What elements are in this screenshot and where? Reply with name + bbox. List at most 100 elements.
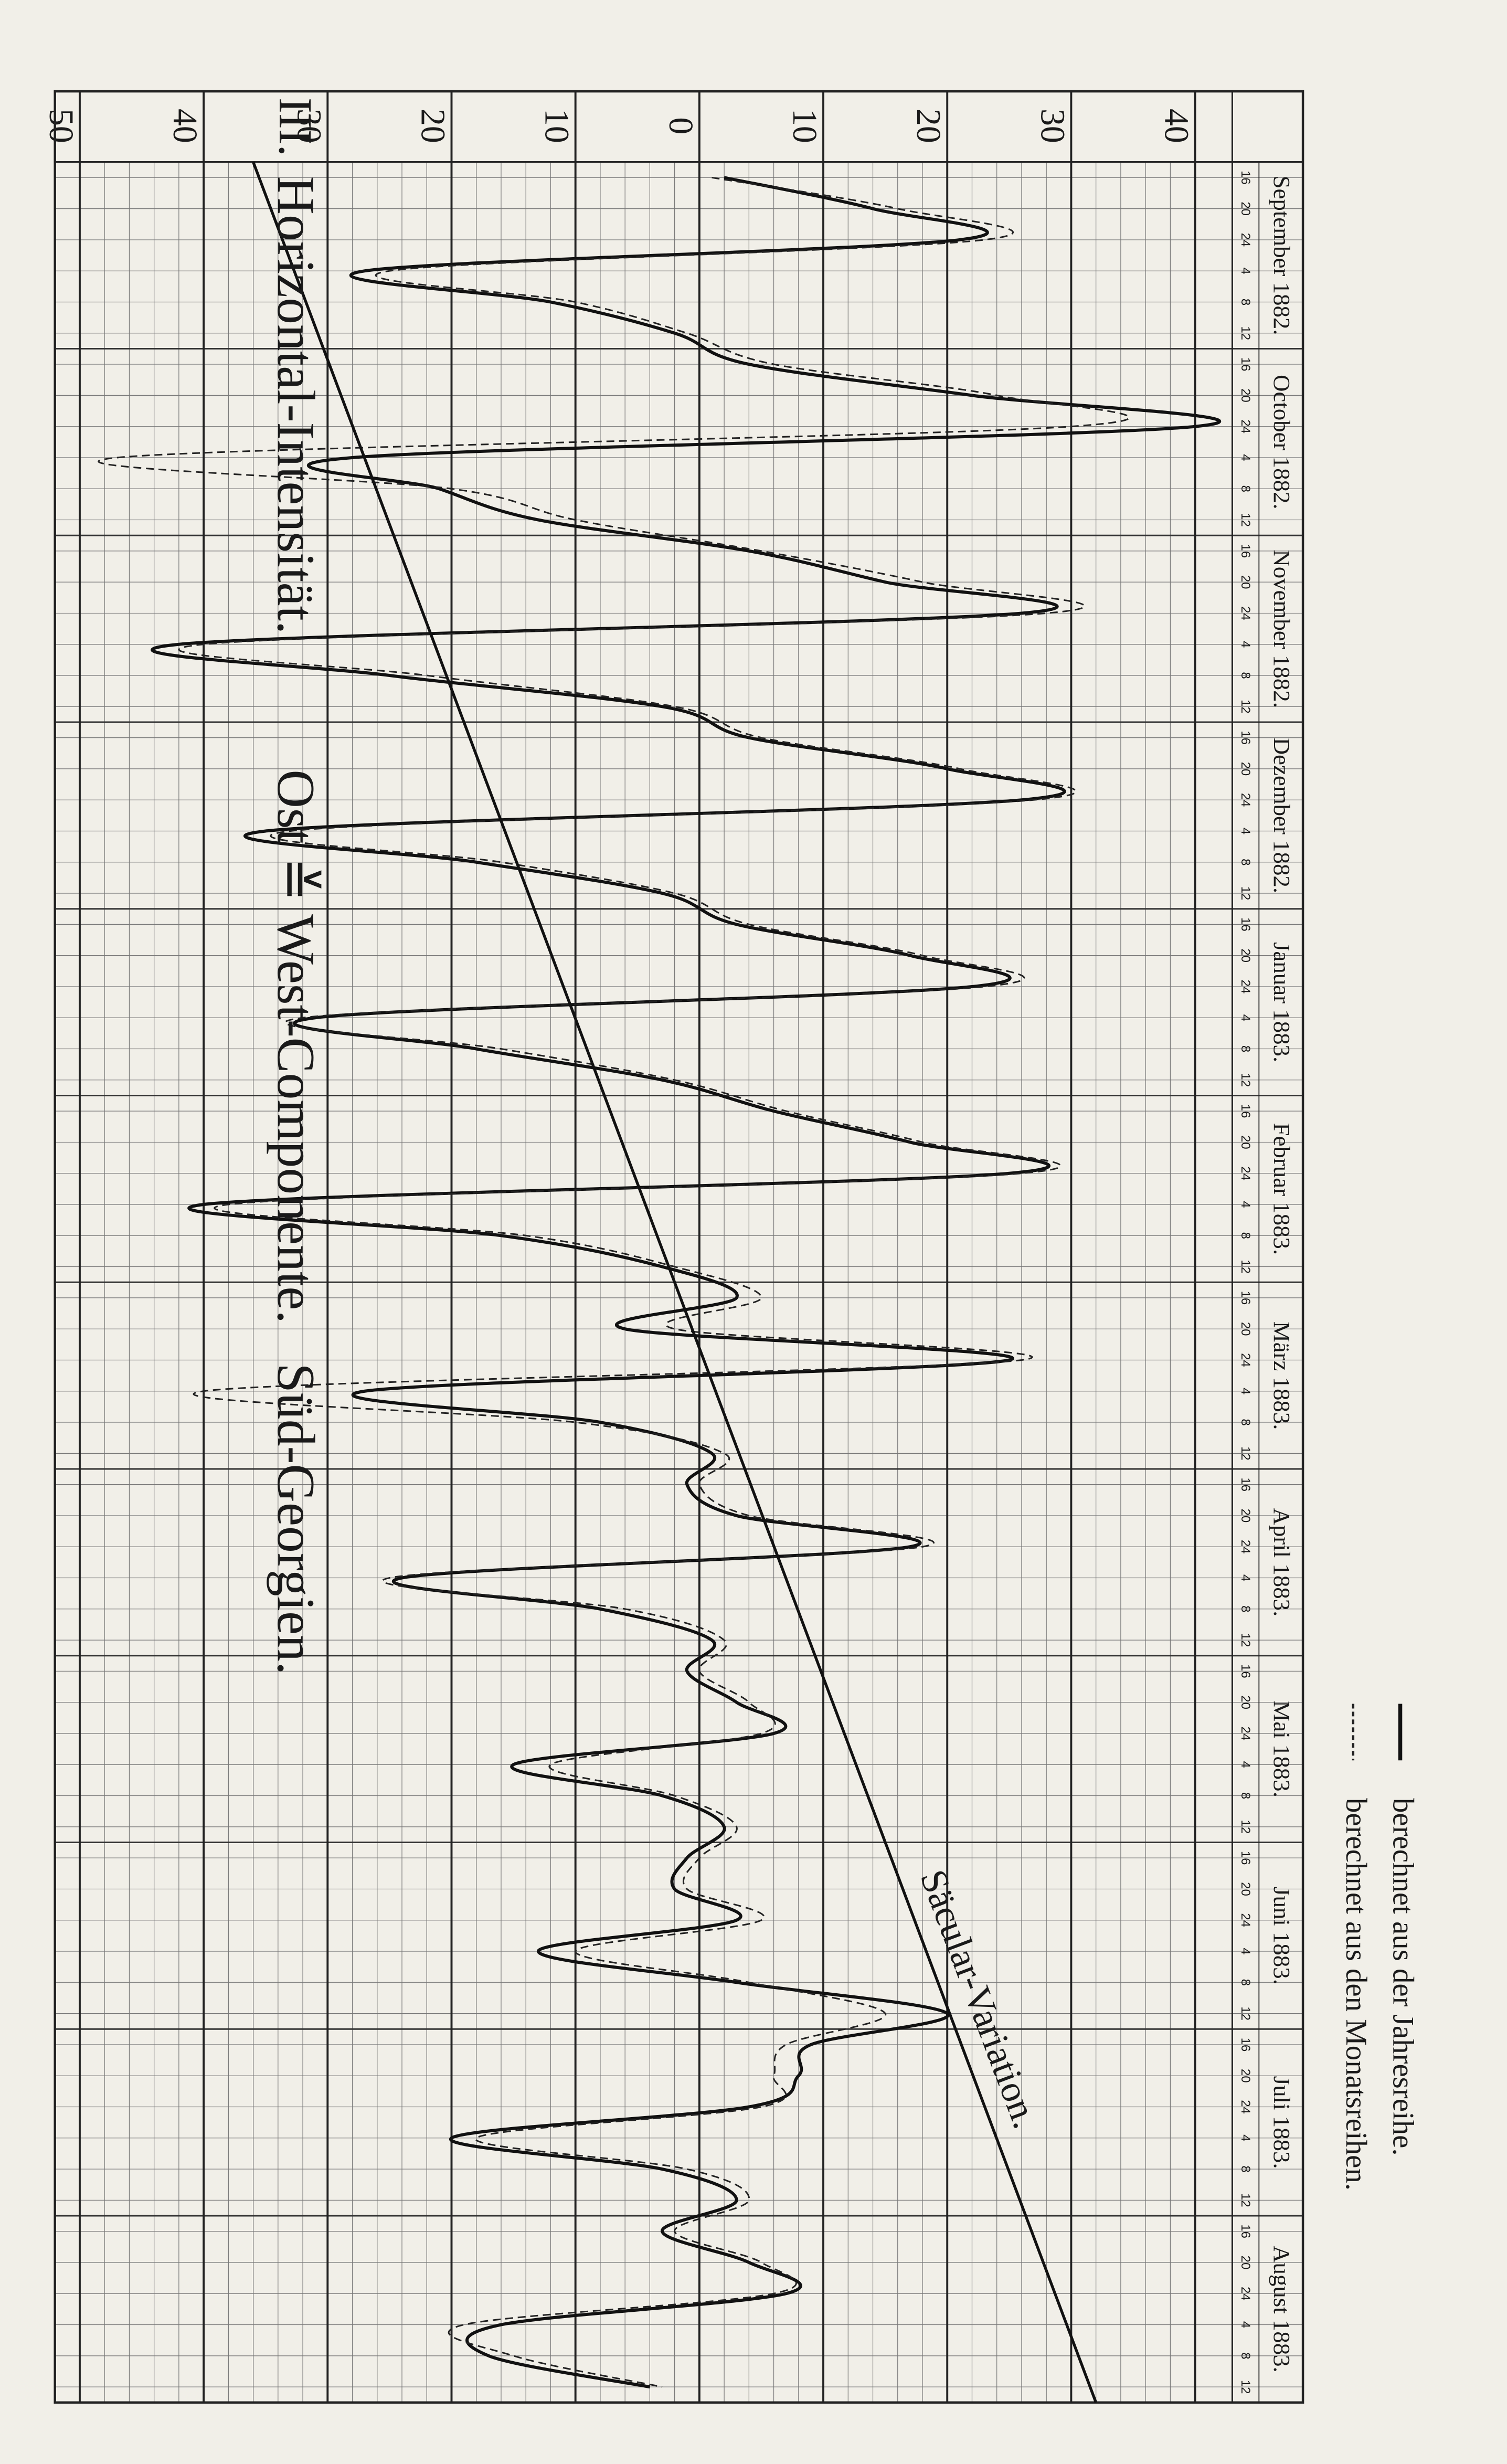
x-tick-label: 16 (1238, 544, 1253, 558)
x-tick-label: 4 (1238, 641, 1253, 648)
x-tick-label: 16 (1238, 2224, 1253, 2238)
x-tick-label: 24 (1238, 419, 1253, 433)
x-tick-label: 20 (1238, 1135, 1253, 1149)
legend-label: berechnet aus den Monatsreihen. (1340, 1798, 1373, 2191)
x-tick-label: 24 (1238, 793, 1253, 807)
x-tick-label: 4 (1238, 1388, 1253, 1394)
x-tick-label: 12 (1238, 2193, 1253, 2207)
x-tick-label: 24 (1238, 606, 1253, 620)
x-tick-label: 12 (1238, 1820, 1253, 1834)
x-tick-label: 8 (1238, 2165, 1253, 2172)
x-tick-label: 16 (1238, 731, 1253, 745)
x-tick-label: 24 (1238, 233, 1253, 247)
x-tick-label: 24 (1238, 2100, 1253, 2114)
y-tick-label: 0 (662, 117, 700, 134)
chart-title: Süd-Georgien. (266, 1363, 325, 1675)
x-tick-label: 20 (1238, 1322, 1253, 1336)
series-line (98, 176, 1130, 2388)
month-label: Dezember 1882. (1269, 738, 1295, 893)
x-tick-label: 20 (1238, 948, 1253, 963)
x-tick-label: 4 (1238, 1574, 1253, 1581)
month-label: April 1883. (1269, 1508, 1295, 1616)
x-tick-label: 8 (1238, 1419, 1253, 1425)
x-tick-label: 8 (1238, 672, 1253, 679)
x-tick-label: 4 (1238, 454, 1253, 461)
x-tick-label: 12 (1238, 1633, 1253, 1647)
x-tick-label: 20 (1238, 1882, 1253, 1896)
x-tick-label: 8 (1238, 1792, 1253, 1799)
month-label: Juni 1883. (1269, 1887, 1295, 1985)
x-tick-label: 16 (1238, 1477, 1253, 1492)
x-tick-label: 24 (1238, 1727, 1253, 1741)
x-tick-label: 12 (1238, 700, 1253, 714)
x-tick-label: 20 (1238, 762, 1253, 776)
chart-title: Horizontal-Intensität. (266, 176, 325, 634)
x-tick-label: 16 (1238, 1291, 1253, 1305)
x-tick-label: 16 (1238, 1664, 1253, 1678)
x-tick-label: 8 (1238, 859, 1253, 865)
x-tick-label: 8 (1238, 1979, 1253, 1986)
x-tick-label: 24 (1238, 1540, 1253, 1554)
y-tick-label: 20 (909, 109, 948, 143)
x-tick-label: 12 (1238, 1073, 1253, 1087)
x-tick-label: 16 (1238, 1104, 1253, 1118)
chart-title: Ost ≚ West-Componente. (266, 769, 325, 1323)
x-tick-label: 16 (1238, 2038, 1253, 2052)
x-tick-label: 8 (1238, 2352, 1253, 2359)
x-tick-label: 24 (1238, 1913, 1253, 1927)
y-tick-label: 20 (414, 109, 452, 143)
plot-frame (54, 90, 1304, 2404)
x-tick-label: 24 (1238, 1353, 1253, 1367)
x-tick-label: 12 (1238, 1260, 1253, 1274)
y-tick-label: 30 (290, 109, 328, 143)
x-tick-label: 8 (1238, 1605, 1253, 1612)
month-label: Januar 1883. (1269, 942, 1295, 1062)
x-tick-label: 20 (1238, 575, 1253, 589)
secular-line (252, 161, 1098, 2403)
x-tick-label: 12 (1238, 2006, 1253, 2021)
x-tick-label: 8 (1238, 299, 1253, 305)
y-tick-label: 10 (538, 109, 576, 143)
month-label: Juli 1883. (1269, 2076, 1295, 2169)
month-label: September 1882. (1269, 176, 1295, 335)
x-tick-label: 4 (1238, 1948, 1253, 1954)
chart-title: III. (269, 98, 321, 156)
series-line (151, 176, 1222, 2389)
x-tick-label: 20 (1238, 202, 1253, 216)
x-tick-label: 8 (1238, 1232, 1253, 1239)
x-tick-label: 16 (1238, 357, 1253, 372)
month-label: Mai 1883. (1269, 1700, 1295, 1797)
x-tick-label: 20 (1238, 2069, 1253, 2083)
legend-label: berechnet aus der Jahresreihe. (1387, 1798, 1420, 2156)
month-label: März 1883. (1269, 1321, 1295, 1430)
x-tick-label: 16 (1238, 917, 1253, 932)
month-label: Februar 1883. (1269, 1123, 1295, 1255)
y-tick-label: 40 (1158, 109, 1196, 143)
x-tick-label: 20 (1238, 1695, 1253, 1709)
month-label: October 1882. (1269, 375, 1295, 510)
x-tick-label: 4 (1238, 828, 1253, 834)
y-tick-label: 30 (1033, 109, 1071, 143)
x-tick-label: 12 (1238, 1446, 1253, 1461)
x-tick-label: 4 (1238, 1761, 1253, 1768)
x-tick-label: 12 (1238, 886, 1253, 901)
x-tick-label: 16 (1238, 171, 1253, 185)
month-label: August 1883. (1269, 2246, 1295, 2373)
x-tick-label: 20 (1238, 1509, 1253, 1523)
x-tick-label: 24 (1238, 2287, 1253, 2301)
x-tick-label: 24 (1238, 1166, 1253, 1180)
x-tick-label: 24 (1238, 980, 1253, 994)
x-tick-label: 4 (1238, 268, 1253, 274)
x-tick-label: 12 (1238, 2380, 1253, 2394)
x-tick-label: 20 (1238, 388, 1253, 403)
x-tick-label: 8 (1238, 485, 1253, 492)
x-tick-label: 4 (1238, 1201, 1253, 1208)
x-tick-label: 12 (1238, 513, 1253, 527)
x-tick-label: 4 (1238, 1014, 1253, 1021)
y-tick-label: 50 (42, 109, 80, 143)
y-tick-label: 40 (166, 109, 204, 143)
x-tick-label: 12 (1238, 326, 1253, 340)
